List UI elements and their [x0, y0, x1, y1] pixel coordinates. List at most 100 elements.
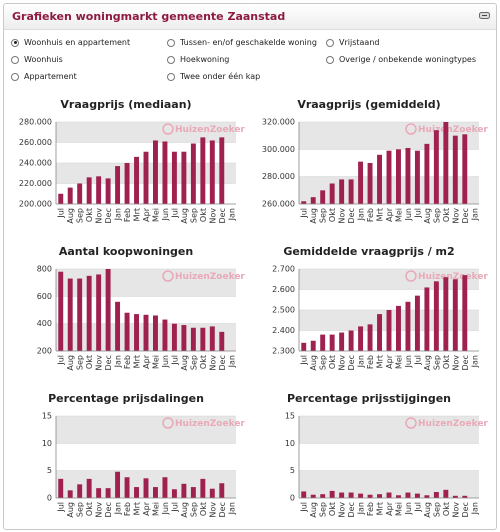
x-tick-label: Jan [227, 355, 236, 368]
bar [124, 477, 130, 498]
bar [405, 492, 411, 498]
bar [124, 312, 130, 351]
bar [200, 137, 206, 204]
bar [443, 277, 449, 351]
x-tick-label: Jun [404, 355, 413, 369]
grid-band [56, 122, 236, 143]
bar [105, 269, 111, 351]
x-tick-label: Jul [57, 208, 66, 219]
bar [348, 179, 354, 204]
x-tick-label: Mrt [376, 355, 385, 368]
radio-dot [11, 38, 19, 47]
x-tick-label: Dec [104, 208, 113, 223]
bar [96, 274, 102, 351]
x-tick-label: Sep [189, 355, 198, 370]
grid-band [56, 269, 236, 297]
woningmarkt-panel: Grafieken woningmarkt gemeente Zaanstad … [3, 3, 497, 530]
filter-radio-4[interactable]: Hoekwoning [167, 55, 229, 64]
collapse-icon[interactable] [479, 12, 490, 19]
x-tick-label: Sep [319, 208, 328, 223]
x-tick-label: Nov [95, 208, 104, 224]
grid-band [299, 122, 479, 150]
bar [405, 301, 411, 351]
x-tick-label: Feb [123, 208, 132, 222]
bar [134, 156, 139, 204]
x-tick-label: Sep [432, 355, 441, 370]
x-tick-label: Jan [114, 208, 123, 221]
x-tick-label: Jul [413, 208, 422, 219]
bar [200, 478, 206, 498]
filter-radio-2[interactable]: Vrijstaand [326, 38, 379, 47]
bar [86, 275, 92, 351]
chart-svg: 260.000 280.000 300.000 320.000 HuizenZoeker… [262, 118, 489, 224]
bar [96, 488, 102, 498]
x-tick-label: Nov [208, 208, 217, 224]
filter-radio-7[interactable]: Twee onder één kap [167, 72, 260, 81]
filter-radio-0[interactable]: Woonhuis en appartement [11, 38, 130, 47]
x-tick-label: Sep [319, 502, 328, 517]
x-tick-label: Apr [385, 501, 394, 516]
x-tick-label: Mei [394, 208, 403, 222]
y-tick-label: 320.000 [262, 118, 295, 127]
x-tick-label: Jan [470, 355, 479, 368]
bar [358, 161, 364, 204]
x-tick-label: Mei [151, 502, 160, 516]
x-tick-label: Mrt [133, 502, 142, 515]
chart-svg: 200.000 220.000 240.000 260.000 280.000 Huize… [19, 118, 246, 224]
x-tick-label: Jul [170, 355, 179, 366]
filter-radio-6[interactable]: Appartement [11, 72, 77, 81]
x-tick-label: Apr [142, 207, 151, 222]
filter-radio-1[interactable]: Tussen- en/of geschakelde woning [167, 38, 317, 47]
x-tick-label: Nov [451, 355, 460, 371]
x-tick-label: Jul [170, 502, 179, 513]
bar [67, 187, 73, 204]
chart-prijsdalingen: Percentage prijsdalingen 0 5 10 15 HuizenZoe… [11, 392, 246, 527]
bar [339, 179, 345, 204]
y-tick-label: 220.000 [19, 179, 52, 188]
x-tick-label: Jan [227, 502, 236, 515]
y-tick-label: 260.000 [262, 200, 295, 209]
x-tick-label: Nov [451, 502, 460, 518]
y-tick-label: 5 [47, 466, 52, 475]
bar [377, 494, 382, 498]
x-tick-label: Aug [423, 502, 432, 518]
x-tick-label: Nov [208, 502, 217, 518]
bar [320, 190, 326, 204]
x-tick-label: Feb [123, 502, 132, 516]
bar [171, 489, 177, 498]
filter-radio-5[interactable]: Overige / onbekende woningtypes [326, 55, 476, 64]
bar [105, 488, 111, 498]
svg-text:HuizenZoeker: HuizenZoeker [175, 419, 245, 429]
bar [67, 278, 73, 351]
bar [320, 334, 326, 351]
bar [462, 275, 468, 351]
filter-label: Tussen- en/of geschakelde woning [180, 38, 317, 47]
x-tick-label: Jan [227, 208, 236, 221]
y-tick-label: 300.000 [262, 145, 295, 154]
bar [405, 147, 411, 204]
x-tick-label: Okt [199, 355, 208, 369]
x-tick-label: Mrt [376, 502, 385, 515]
bar [396, 495, 401, 498]
panel-header: Grafieken woningmarkt gemeente Zaanstad [4, 4, 496, 30]
x-tick-label: Okt [442, 355, 451, 369]
x-tick-label: Feb [366, 502, 375, 516]
bar [348, 492, 354, 498]
x-tick-label: Aug [66, 355, 75, 371]
chart-title: Percentage prijsstijgingen [287, 392, 451, 405]
bar [414, 493, 420, 498]
x-tick-label: Dec [347, 208, 356, 223]
bar [96, 176, 102, 204]
bar [301, 491, 307, 498]
bar [153, 487, 158, 498]
svg-text:HuizenZoeker: HuizenZoeker [175, 272, 245, 282]
bar [367, 163, 373, 204]
x-tick-label: Dec [218, 502, 227, 517]
bar [310, 494, 316, 498]
filter-radio-3[interactable]: Woonhuis [11, 55, 63, 64]
bar [358, 326, 364, 351]
y-tick-label: 10 [42, 439, 52, 448]
x-tick-label: Dec [461, 208, 470, 223]
